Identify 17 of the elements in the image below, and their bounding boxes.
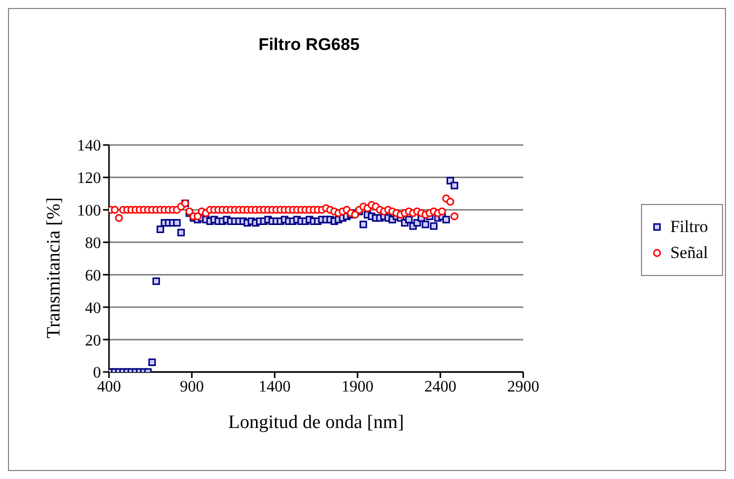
y-tick-label: 120 [77,170,101,188]
y-tick-label: 20 [85,332,101,350]
x-tick-label: 1900 [342,378,374,396]
legend-label: Filtro [670,216,708,236]
y-tick-label: 100 [77,202,101,220]
x-axis-title: Longitud de onda [nm] [228,412,404,433]
x-tick-label: 900 [180,378,204,396]
y-tick-label: 60 [85,267,101,284]
y-tick-label: 140 [77,138,101,155]
x-tick-label: 2400 [424,378,456,396]
y-tick-label: 40 [85,300,101,317]
x-tick-label: 2900 [507,378,540,396]
y-axis-title: Transmitancia [%] [44,197,65,338]
y-tick-label: 80 [85,234,101,252]
chart-title: Filtro RG685 [257,35,361,55]
legend-label: Señal [670,242,708,262]
x-tick-label: 1400 [258,378,291,396]
